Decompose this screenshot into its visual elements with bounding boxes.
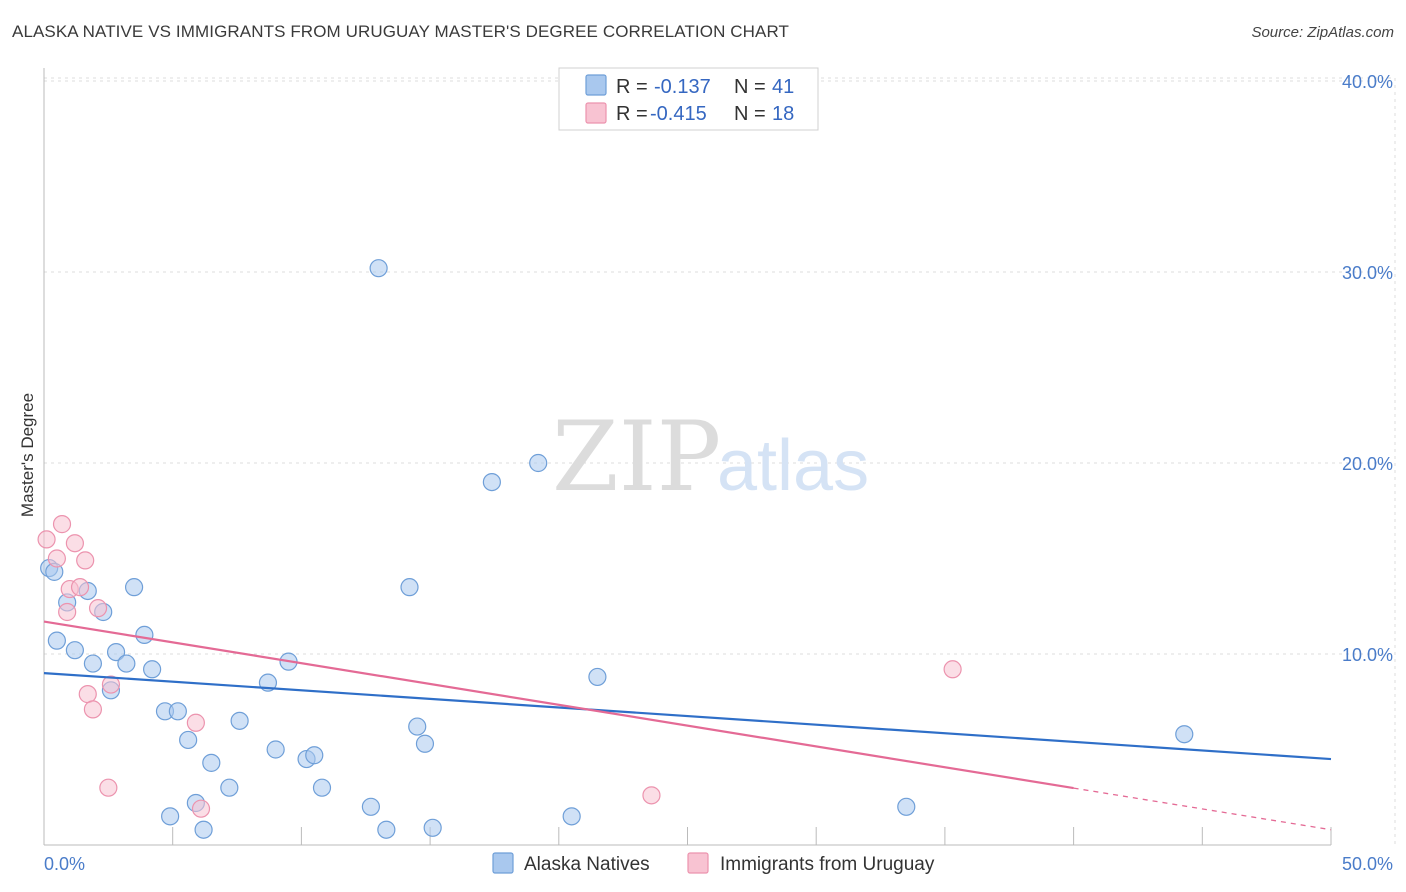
legend-swatch-alaska-natives — [585, 74, 607, 96]
alaska-natives-point-21 — [220, 778, 239, 797]
alaska-natives-point-17 — [179, 730, 198, 750]
alaska-natives-point-20 — [202, 753, 221, 772]
alaska-natives-point-4 — [65, 641, 84, 660]
watermark-atlas: atlas — [717, 426, 869, 506]
alaska-natives-point-12 — [135, 625, 154, 645]
alaska-natives-point-10 — [117, 654, 136, 673]
alaska-natives-point-11 — [124, 578, 144, 597]
alaska-natives-point-40 — [897, 797, 916, 816]
legend-n-value-1: 18 — [772, 103, 794, 125]
alaska-natives-trend-line — [43, 672, 1332, 761]
alaska-natives-point-15 — [161, 807, 180, 826]
immigrants-uruguay-point-3 — [58, 602, 77, 622]
alaska-natives-point-13 — [143, 660, 162, 679]
legend-r-value-1: -0.415 — [650, 103, 707, 125]
bottom-legend-swatch-alaska-natives — [492, 852, 514, 874]
alaska-natives-point-37 — [529, 453, 548, 473]
immigrants-uruguay-trend-dashed — [1073, 787, 1332, 831]
immigrants-uruguay-point-16 — [943, 660, 962, 679]
alaska-natives-point-38 — [562, 807, 581, 826]
alaska-natives-point-6 — [83, 654, 103, 673]
y-tick-label-2: 30.0% — [1342, 263, 1393, 283]
alaska-natives-point-34 — [415, 734, 435, 753]
alaska-natives-point-30 — [369, 259, 388, 278]
source-label: Source: ZipAtlas.com — [1251, 24, 1394, 41]
tick-labels: 10.0% 20.0% 30.0% 40.0% 0.0% 50.0% — [44, 72, 1393, 874]
grid-lines — [44, 77, 1396, 845]
immigrants-uruguay-point-15 — [642, 786, 661, 805]
trend-lines — [43, 620, 1332, 831]
x-tick-label-1: 50.0% — [1342, 854, 1393, 874]
immigrants-uruguay-point-9 — [83, 700, 103, 719]
bottom-legend-label-alaska-natives: Alaska Natives — [524, 854, 650, 875]
alaska-natives-point-33 — [408, 717, 427, 736]
legend-n-label-1: N = — [734, 103, 766, 125]
watermark: ZIP atlas — [552, 401, 869, 513]
immigrants-uruguay-point-7 — [76, 551, 95, 570]
immigrants-uruguay-point-0 — [37, 530, 56, 549]
stats-legend: R = -0.137 N = 41 R = -0.415 N = 18 — [558, 67, 819, 131]
legend-n-value-0: 41 — [772, 76, 794, 98]
immigrants-uruguay-point-2 — [52, 515, 72, 534]
immigrants-uruguay-point-14 — [191, 799, 211, 818]
y-axis-label: Master's Degree — [18, 393, 37, 517]
series-legend: Alaska Natives Immigrants from Uruguay — [492, 852, 935, 875]
immigrants-uruguay-trend-line — [43, 620, 1074, 790]
alaska-natives-point-9 — [106, 642, 126, 662]
immigrants-uruguay-point-11 — [99, 778, 118, 797]
bottom-legend-label-immigrants-uruguay: Immigrants from Uruguay — [720, 854, 935, 875]
immigrants-uruguay-point-5 — [65, 534, 84, 553]
alaska-natives-point-2 — [47, 631, 66, 650]
alaska-natives-point-41 — [1175, 725, 1194, 744]
immigrants-uruguay-point-12 — [101, 675, 121, 694]
chart-title: ALASKA NATIVE VS IMMIGRANTS FROM URUGUAY… — [12, 22, 790, 41]
alaska-natives-point-16 — [168, 702, 187, 721]
bottom-legend-swatch-immigrants-uruguay — [687, 852, 709, 874]
immigrants-uruguay-point-8 — [78, 685, 97, 704]
alaska-natives-point-36 — [482, 473, 501, 492]
legend-r-label-0: R = — [616, 76, 648, 98]
immigrants-uruguay-point-1 — [47, 549, 66, 568]
alaska-natives-point-29 — [361, 797, 380, 816]
alaska-natives-point-22 — [230, 711, 249, 730]
watermark-zip: ZIP — [552, 401, 721, 513]
alaska-natives-point-31 — [377, 820, 396, 839]
data-points — [37, 259, 1194, 839]
alaska-natives-point-27 — [305, 746, 324, 765]
alaska-natives-point-32 — [400, 578, 419, 597]
y-tick-label-3: 40.0% — [1342, 72, 1393, 92]
immigrants-uruguay-point-10 — [88, 599, 108, 618]
y-tick-label-0: 10.0% — [1342, 645, 1393, 665]
alaska-natives-point-28 — [312, 778, 332, 797]
immigrants-uruguay-point-13 — [186, 713, 205, 732]
x-tick-label-0: 0.0% — [44, 854, 85, 874]
alaska-natives-point-35 — [423, 818, 442, 837]
legend-r-value-0: -0.137 — [654, 76, 711, 98]
alaska-natives-point-24 — [266, 740, 285, 759]
legend-r-label-1: R = — [616, 103, 648, 125]
y-tick-label-1: 20.0% — [1342, 454, 1393, 474]
immigrants-uruguay-point-6 — [70, 578, 90, 597]
alaska-natives-point-19 — [194, 820, 213, 839]
alaska-natives-point-39 — [588, 667, 607, 687]
legend-swatch-immigrants-uruguay — [585, 102, 607, 124]
legend-n-label-0: N = — [734, 76, 766, 98]
